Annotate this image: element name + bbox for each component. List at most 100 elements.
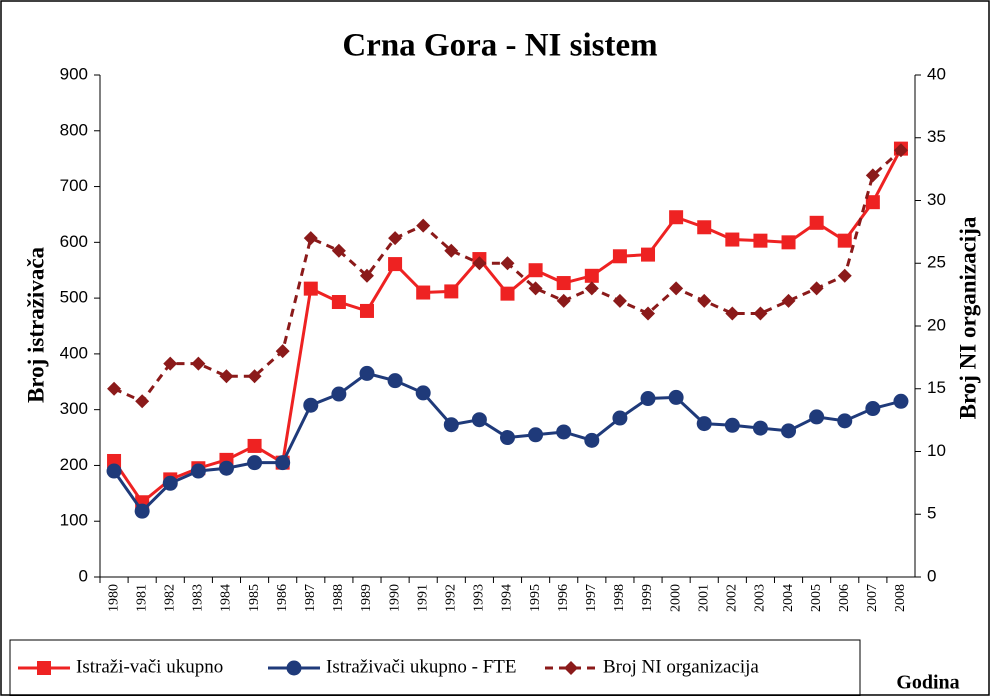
data-point <box>331 295 346 310</box>
x-tick-label: 2000 <box>668 584 683 612</box>
data-point <box>640 391 656 407</box>
x-tick-label: 1999 <box>640 584 655 612</box>
x-tick-label: 1987 <box>303 584 318 612</box>
x-tick-label: 1994 <box>500 584 515 612</box>
y-tick-label: 400 <box>60 343 88 362</box>
data-point <box>415 385 431 401</box>
data-point <box>865 401 881 417</box>
data-point <box>387 373 403 389</box>
data-point <box>331 243 346 258</box>
x-tick-label: 1982 <box>162 584 177 612</box>
data-point <box>753 233 768 248</box>
data-point <box>443 417 459 433</box>
x-tick-label: 2004 <box>781 584 796 612</box>
data-point <box>837 233 852 248</box>
legend-marker <box>37 661 51 675</box>
x-tick-label: 2008 <box>893 584 908 612</box>
y-tick-label: 800 <box>60 120 88 139</box>
data-point <box>416 218 431 233</box>
y-axis-title: Broj istraživača <box>23 246 48 403</box>
data-point <box>556 293 571 308</box>
data-point <box>359 365 375 381</box>
x-tick-label: 2002 <box>725 584 740 612</box>
data-point <box>584 281 599 296</box>
data-point <box>388 257 403 272</box>
y2-tick-label: 25 <box>927 253 946 272</box>
data-point <box>247 369 262 384</box>
x-tick-label: 1985 <box>247 584 262 612</box>
data-point <box>612 293 627 308</box>
data-point <box>106 463 122 479</box>
data-point <box>556 276 571 291</box>
x-tick-label: 1990 <box>387 584 402 612</box>
data-point <box>837 268 852 283</box>
data-point <box>893 393 909 409</box>
y2-tick-label: 40 <box>927 64 946 83</box>
data-point <box>641 247 656 262</box>
x-tick-label: 1981 <box>134 584 149 612</box>
y-tick-label: 0 <box>79 566 88 585</box>
data-point <box>359 303 374 318</box>
data-point <box>809 215 824 230</box>
data-point <box>219 369 234 384</box>
y2-tick-label: 20 <box>927 315 946 334</box>
x-tick-label: 1984 <box>219 584 234 612</box>
x-axis-title: Godina <box>896 672 959 694</box>
x-tick-label: 1997 <box>584 584 599 612</box>
data-point <box>163 356 178 371</box>
y-tick-label: 600 <box>60 232 88 251</box>
legend-marker <box>286 660 302 676</box>
data-point <box>556 424 572 440</box>
data-point <box>275 344 290 359</box>
data-point <box>190 463 206 479</box>
y-tick-label: 200 <box>60 455 88 474</box>
data-point <box>697 220 712 235</box>
data-point <box>218 460 234 476</box>
data-point <box>725 306 740 321</box>
x-tick-label: 2006 <box>837 584 852 612</box>
data-point <box>669 281 684 296</box>
x-tick-label: 1988 <box>331 584 346 612</box>
x-tick-label: 2003 <box>753 584 768 612</box>
data-point <box>134 503 150 519</box>
y2-tick-label: 15 <box>927 378 946 397</box>
data-point <box>725 232 740 247</box>
legend-box <box>9 639 861 696</box>
legend-label: Broj NI organizacija <box>603 656 759 677</box>
data-point <box>444 284 459 299</box>
y2-tick-label: 5 <box>927 504 936 523</box>
data-point <box>303 397 319 413</box>
data-point <box>191 356 206 371</box>
data-point <box>781 423 797 439</box>
data-point <box>444 243 459 258</box>
y-tick-label: 100 <box>60 511 88 530</box>
y-tick-label: 700 <box>60 176 88 195</box>
data-point <box>388 231 403 246</box>
data-point <box>500 286 515 301</box>
x-tick-label: 1986 <box>275 584 290 612</box>
x-tick-label: 1992 <box>444 584 459 612</box>
y2-tick-label: 30 <box>927 190 946 209</box>
data-point <box>359 268 374 283</box>
data-point <box>837 413 853 429</box>
data-point <box>162 475 178 491</box>
x-tick-label: 2005 <box>809 584 824 612</box>
x-tick-label: 2001 <box>696 584 711 612</box>
data-point <box>528 263 543 278</box>
data-point <box>135 394 150 409</box>
data-point <box>612 410 628 426</box>
data-point <box>416 285 431 300</box>
x-tick-label: 1980 <box>106 584 121 612</box>
y2-tick-label: 0 <box>927 566 936 585</box>
y2-tick-label: 10 <box>927 441 946 460</box>
data-point <box>303 231 318 246</box>
x-tick-label: 1991 <box>415 584 430 612</box>
data-point <box>697 293 712 308</box>
data-point <box>724 417 740 433</box>
data-point <box>107 381 122 396</box>
data-point <box>696 416 712 432</box>
data-point <box>472 256 487 271</box>
x-tick-label: 2007 <box>865 584 880 612</box>
data-point <box>669 210 684 225</box>
